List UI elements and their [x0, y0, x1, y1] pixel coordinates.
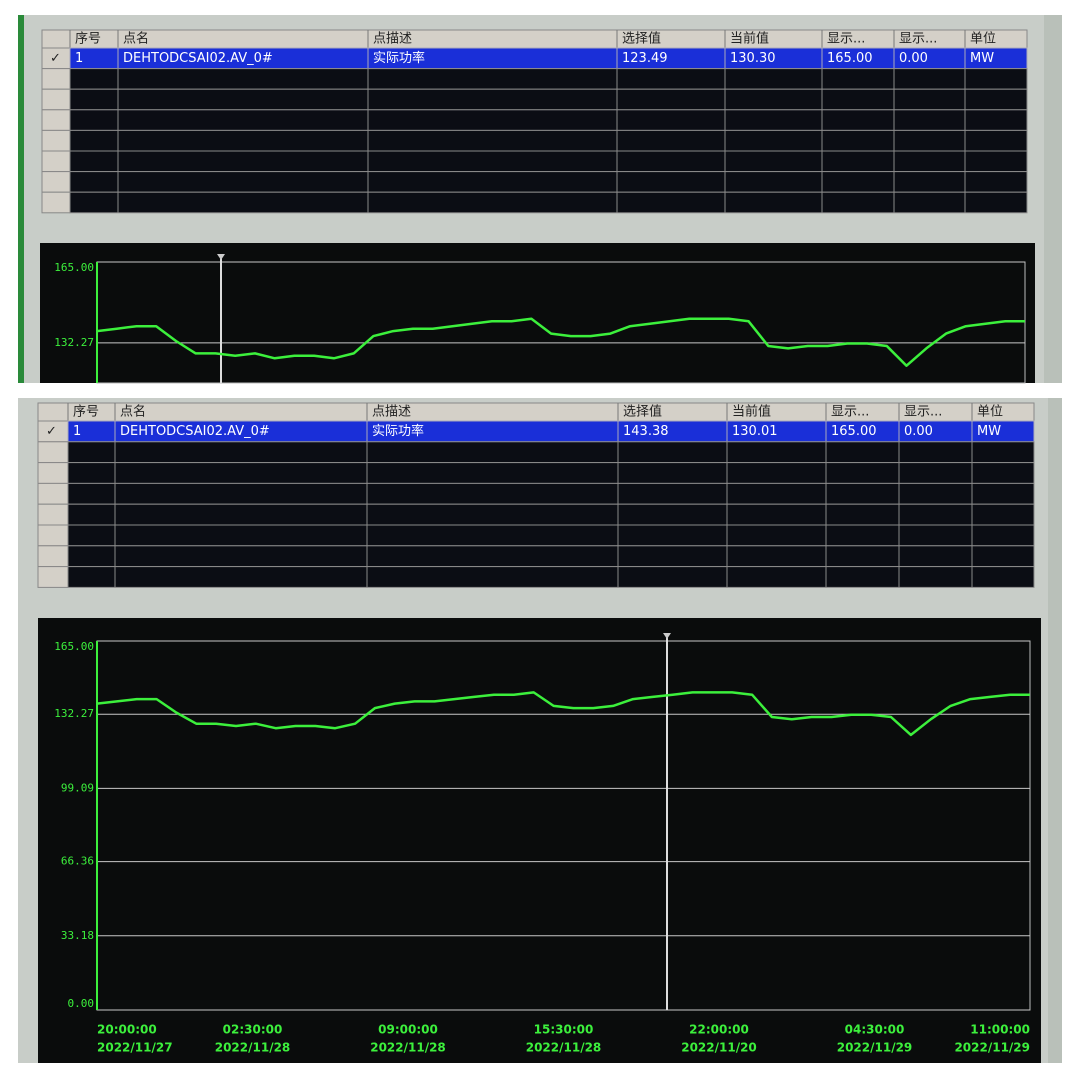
trend-line: [96, 317, 1025, 367]
empty-row: [69, 129, 1028, 152]
column-header: 点名: [123, 31, 149, 47]
column-header: 单位: [970, 32, 996, 47]
row-gutter: [41, 171, 71, 193]
cell: MW: [977, 424, 1001, 439]
row-gutter: [41, 129, 71, 152]
cell: 1: [73, 424, 81, 439]
chart-panel: [38, 618, 1041, 1063]
empty-row: [67, 441, 1035, 464]
column-header: 点描述: [372, 405, 411, 420]
window-edge: [18, 15, 24, 383]
row-gutter: [41, 109, 71, 131]
y-tick-label: 165.00: [54, 640, 94, 653]
column-header: 当前值: [732, 404, 771, 420]
x-date-label: 2022/11/27: [97, 1041, 173, 1055]
x-time-label: 15:30:00: [534, 1023, 594, 1037]
column-header: 序号: [73, 405, 99, 420]
x-date-label: 2022/11/28: [370, 1041, 446, 1055]
row-gutter: [41, 191, 71, 214]
y-tick-label: 132.27: [54, 336, 94, 349]
row-gutter: [37, 566, 69, 588]
cell: DEHTODCSAI02.AV_0#: [123, 51, 273, 66]
window-side: [1048, 398, 1062, 1063]
table-header: [41, 29, 1028, 49]
x-time-label: 09:00:00: [378, 1023, 438, 1037]
y-tick-label: 132.27: [54, 707, 94, 720]
y-tick-label: 99.09: [61, 781, 94, 794]
x-time-label: 22:00:00: [689, 1023, 749, 1037]
empty-row: [69, 150, 1028, 173]
empty-row: [67, 482, 1035, 505]
row-gutter: [41, 68, 71, 90]
x-time-label: 20:00:00: [97, 1023, 157, 1037]
cell: 0.00: [904, 424, 933, 439]
empty-row: [67, 545, 1035, 568]
x-time-label: 04:30:00: [845, 1023, 905, 1037]
cell: 130.01: [732, 424, 778, 439]
chart-panel: [40, 243, 1035, 383]
cell: MW: [970, 51, 994, 66]
row-gutter: [41, 88, 71, 111]
y-tick-label: 165.00: [54, 261, 94, 274]
y-tick-label: 66.36: [61, 855, 94, 868]
column-header: 显示...: [831, 405, 869, 420]
table-header: [37, 402, 1035, 422]
cursor-handle: [217, 254, 225, 260]
empty-row: [67, 524, 1035, 547]
row-gutter: [37, 482, 69, 505]
cell: 143.38: [623, 424, 669, 439]
row-gutter: [37, 545, 69, 568]
cursor-handle: [663, 633, 671, 639]
cell: DEHTODCSAI02.AV_0#: [120, 424, 270, 439]
cell: 123.49: [622, 51, 668, 66]
cell: 实际功率: [372, 423, 424, 439]
column-header: 选择值: [623, 404, 662, 420]
row-gutter: [37, 524, 69, 547]
row-marker: ✓: [50, 51, 61, 66]
empty-row: [69, 171, 1028, 193]
x-date-label: 2022/11/28: [526, 1041, 602, 1055]
x-date-label: 2022/11/29: [837, 1041, 913, 1055]
cell: 130.30: [730, 51, 776, 66]
column-header: 显示...: [827, 32, 865, 47]
empty-row: [69, 109, 1028, 131]
empty-row: [67, 503, 1035, 526]
y-tick-label: 0.00: [68, 997, 95, 1010]
empty-row: [67, 566, 1035, 588]
cell: 165.00: [827, 51, 873, 66]
y-tick-label: 33.18: [61, 929, 94, 942]
empty-row: [69, 191, 1028, 214]
column-header: 点名: [120, 404, 146, 420]
column-header: 选择值: [622, 31, 661, 47]
column-header: 点描述: [373, 32, 412, 47]
column-header: 序号: [75, 32, 101, 47]
empty-row: [69, 68, 1028, 90]
cell: 165.00: [831, 424, 877, 439]
cell: 1: [75, 51, 83, 66]
x-time-label: 11:00:00: [970, 1023, 1030, 1037]
column-header: 单位: [977, 405, 1003, 420]
x-date-label: 2022/11/20: [681, 1041, 757, 1055]
empty-row: [67, 462, 1035, 484]
cell: 0.00: [899, 51, 928, 66]
cell: 实际功率: [373, 50, 425, 66]
trend-line: [96, 691, 1030, 737]
row-gutter: [37, 441, 69, 464]
x-date-label: 2022/11/28: [215, 1041, 291, 1055]
x-date-label: 2022/11/29: [954, 1041, 1030, 1055]
column-header: 显示...: [899, 32, 937, 47]
column-header: 当前值: [730, 31, 769, 47]
x-time-label: 02:30:00: [223, 1023, 283, 1037]
row-gutter: [37, 503, 69, 526]
column-header: 显示...: [904, 405, 942, 420]
row-marker: ✓: [46, 424, 57, 439]
row-gutter: [41, 150, 71, 173]
window-side: [1044, 15, 1062, 383]
empty-row: [69, 88, 1028, 111]
row-gutter: [37, 462, 69, 484]
